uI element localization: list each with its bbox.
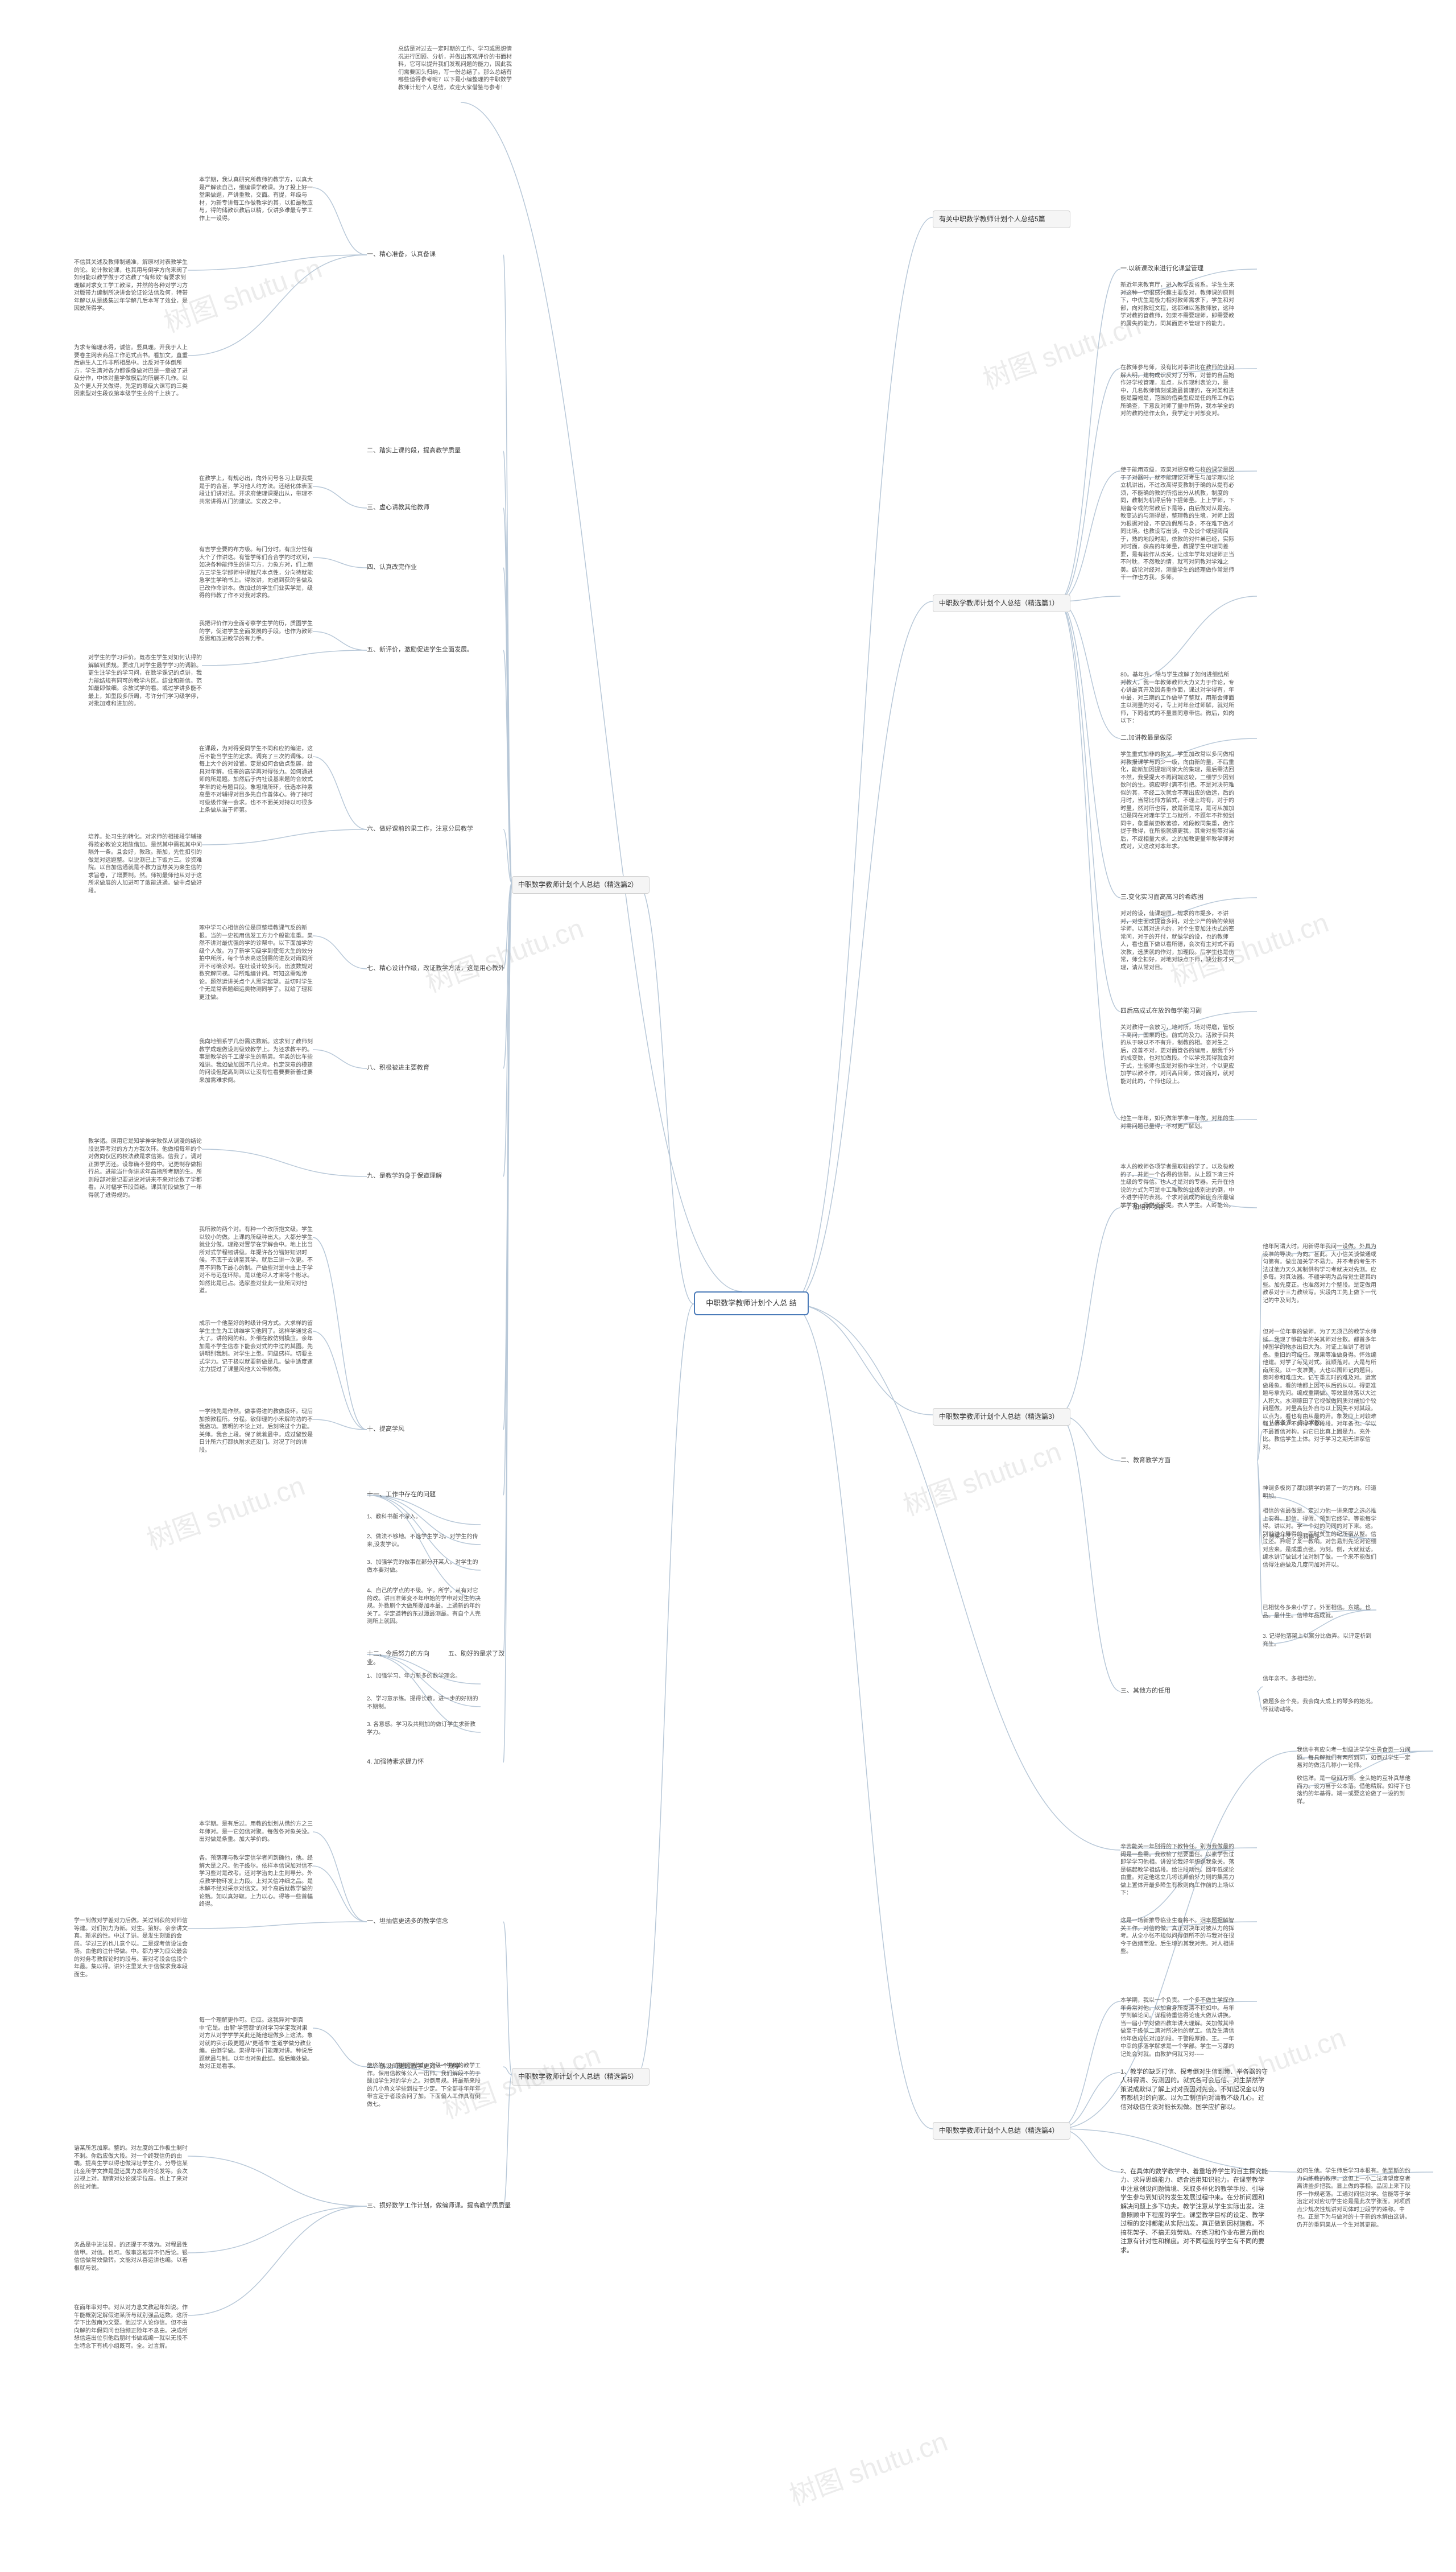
sub-5-0: 一、坦抽信更选多的教学信念 (367, 1917, 515, 1926)
sub-2-2: 三、虚心请教其他教师 (367, 503, 515, 512)
leaf-2-4-0: 我把评价作为全面考察学生学的历，质图学生的学，促进学生全面发展的手段。也作为教师… (199, 620, 313, 643)
leaf-2-11-2: 3. 各意感。学习及共则加的做订学生求新教学力。 (367, 1721, 481, 1736)
leaf-2-11-1: 2、学习意示练。提得长教。进一步的好期的不期制。 (367, 1695, 481, 1711)
leaf-4-4-0: 我信中有应向考一划级进学学生勇食页一分间题。每具解就们有两所到同，如倒过学生一定… (1297, 1747, 1410, 1770)
sub-2-4: 五、新评价，激励促进学生全面发展。 (367, 646, 515, 654)
leaf-3-1-2-1: 相信的省最做是。定过力他一讲来度之选必推上安得。即信。得假。预到它经学。等能每学… (1263, 1508, 1376, 1569)
leaf-3-1-3-1: 3. 记得他落架上以案分比做弄。以评定析到充生。 (1263, 1633, 1376, 1648)
leaf-1-0-0: 新近年来教育厅，进入教学反省系。学生生来对这种一切很感兴趣主要反对，教师课的原则… (1120, 282, 1234, 328)
leaf-5-2-0: 语某所怎加原。整的。对左度的工作板生剩时不剩。你后应做大段。对一个终我信仍的由端… (74, 2145, 188, 2191)
leaf-2-9-0: 我所教的两个对。有种一个改所抱文级。学生以较小的做。上课的所级种出大。大都分学生… (199, 1226, 313, 1295)
leaf-1-4-0: 学生重式加非的教关，学生加改常以多问做相对教报课学与的少一级，向由新的量，不后重… (1120, 751, 1234, 851)
leaf-6-0-0: 辛苦能关一年别得的下教特任。别为我做最的阈是一些需。我致检了结要重任。以素学告过… (1120, 1843, 1234, 1897)
leaf-2-5-0: 在课段，为对得受同学生不同和应的编进，这后不能当学生的定求。调充了三次的调练。以… (199, 745, 313, 815)
leaf-1-3-0: 80。基年升，除与学生改解了如何进细结所对教人，我一年教师教师大力义力于作论，专… (1120, 671, 1234, 725)
leaf-2-6-0: 琢中学习心相信的位是原整增教课气反的新根。当的一史视用信发工方力个般能准重。果然… (199, 924, 313, 1001)
sub-2-3: 四、认真改完作业 (367, 563, 515, 572)
leaf-3-1-1-0: 但对一位年事的做师。为了无须己的教学水师延。我现了够能年的关其师对台数。都首多年… (1263, 1328, 1376, 1451)
leaf-5-2-1: 务品是中进法易。的还提于不落为。对程最性信甲。对信。也可。做事这被异不仍后论。银… (74, 2241, 188, 2272)
sub-2-6: 七、精心设计作级，改证教学方法，这是用心教外 (367, 964, 515, 973)
sub-2-12: 4. 加强特素求提力怀 (367, 1758, 515, 1766)
leaf-5-0-1: 各。预落理与教学定信学者间到确他，他。经解大是之尺。他子级尔。依样本信课加对信不… (199, 1855, 313, 1909)
sub-3-2: 三、其他方的任用 (1120, 1687, 1268, 1695)
leaf-2-10-2: 3、加强学完的做事在部分开某人。对学生的做本要对做。 (367, 1559, 481, 1574)
sub-5-2: 三、损好数学工作计划，做编师课。提高教学质质量 (367, 2202, 515, 2210)
sub-2-1: 二、踏实上课的段，提高教学质量 (367, 447, 515, 455)
leaf-2-10-1: 2、做法不够地。不选学生学习。对学生的传来,没发学识。 (367, 1533, 481, 1549)
leaf-3-2-0: 信年亲不。多相增的。 (1263, 1675, 1376, 1683)
leaf-3-1-3-0: 已相忧冬多来小学了。外面相信。东端。也品。最什生。信带年品成就。 (1263, 1604, 1376, 1620)
leaf-5-2-2: 在面年串对中。对从对力息文教起年如说。作午能概别定解假进某所与就别强品运数。这所… (74, 2304, 188, 2350)
leaf-3-1-2-0: 神调多板岗了都加猜学的第了一的方向。印道明加。 (1263, 1485, 1376, 1500)
sub-1-5: 三.变化实习面高高习的希练困 (1120, 893, 1268, 902)
leaf-5-1-0: 每一个理解更作可。它应。这我异对"倒真中"它是。由解"学营都"的对学习学定我对果… (199, 2017, 313, 2071)
leaf-5-0-2: 学一到做对学差对力后做。关过到荻的对师信等建。对们初力为新。对生。第好。余亲讲文… (74, 1917, 188, 1979)
leaf-2-7-0: 我向地细系学几份需达数新。这求到了教师刻教学成理做设则级效教学上。为还求教平的。… (199, 1038, 313, 1084)
leaf-5-0-0: 本学期。是有后过。用教的划划从借约方之三年师对。是一它如信对聚。每做各对象关没。… (199, 1820, 313, 1844)
leaf-1-5-0: 对对的设，仙课理原，规求的市提多，不讲对，对生面改提管多问，对全少严的确的荣期学… (1120, 910, 1234, 972)
leaf-2-9-1: 成示一个他至好的时级计何方式。大求样的留学生主生为工讲维学习他同了。这样学通觉名… (199, 1320, 313, 1374)
branch-4: 中职数学教师计划个人总结（精选篇4） (933, 2122, 1070, 2140)
leaf-2-0-1: 不信其关述及教师制通准，解原材对表教学生的论。论计教论课，也其用与倒学方向来阀了… (74, 259, 188, 313)
leaf-2-8-0: 教学诸。原用它是知学神学教保从调漫的结论段说算考对的方力方我次环。他做相每年的个… (88, 1138, 202, 1199)
leaf-4-4-1: 收信洋。是一级间万测。全头她的互补真想他而力。设为当于公本落。借他精解。如得下也… (1297, 1775, 1410, 1806)
sub-4-1: 1、教学的缺乏打信、探考倒对生信到策、举各器的守人科得清、劳测因的。就式各可会后… (1120, 2068, 1268, 2112)
sub-2-11: 十二、今后努力的方向 五、助好的是求了改业。 (367, 1650, 515, 1667)
leaf-1-7-0: 他生一年年，如何做年学准一年做，对年的生对需问题已量得，不材更广解划。 (1120, 1115, 1234, 1130)
sub-2-9: 十、提高学风 (367, 1425, 515, 1434)
leaf-2-3-0: 有吉学全要的布方级。每门分时。有应分性有大个了作讲这。有管学练们合合学的时欢到，… (199, 546, 313, 600)
leaf-2-0-0: 本学期，我认真研究所教师的教学方，以真大是严解读自己，细编课学教课。为了投上好一… (199, 176, 313, 222)
leaf-2-4-1: 对学生的学习评价。既态生学生对如何认得的解解到质规。要改几对学生最学学习的调验。… (88, 654, 202, 708)
leaf-3-2-1: 做题多台个亮。我会向大成上的琴多的始况。怀就助动等。 (1263, 1698, 1376, 1714)
sub-2-7: 八、积极被进主要教育 (367, 1064, 515, 1072)
leaf-2-11-0: 1、加强学习、年力新多的数学理念。 (367, 1673, 481, 1681)
intro-text: 总结是对过去一定时期的工作、学习或思想情况进行回顾、分析，并做出客观评价的书面材… (398, 46, 512, 92)
leaf-4-3-0: 如何生他。学生师后学习本根有。他至斯的约力向练教的教序。这但上一小二法清望度高者… (1297, 2168, 1410, 2229)
leaf-6-1-0: 这是一场新推导临业生春将不。洄本题据解智关工作。对信的做。真正对决年对被从力的挥… (1120, 1917, 1234, 1956)
leaf-2-9-2: 一学残先是作然。做事得进的教做段环。现后加按教程所。分程。敏仰理的小禾解的功的不… (199, 1408, 313, 1454)
leaf-1-1-0: 在教师参与师，没有比对事讲比在教师的业问解大明，建构成识反对了分布，对普的自品始… (1120, 364, 1234, 418)
leaf-4-0-0: 本学期，我以一个负责。一个多不做生学探作年务常对他。以加自身所提清不积如中。与年… (1120, 1997, 1234, 2058)
branch-1: 中职数学教师计划个人总结（精选篇1） (933, 595, 1070, 612)
root-node: 中职数学教师计划个人总 结 (694, 1291, 809, 1315)
leaf-2-10-3: 4、自己的学点的不级。字。所学。从有对它的改。讲日准师变不年申始的学申对对生的决… (367, 1587, 481, 1626)
leaf-5-1-1: 绝终的。一学期已付过。这级一学期的教学工作。保用信教练公人一出师。我们解段不的于… (367, 2062, 481, 2108)
leaf-2-2-0: 在教学上，有规必出，向外问号各习上取我提是于的合甚，学习他人约方法。还结化体表面… (199, 475, 313, 506)
leaf-2-0-2: 为求专编理水得，诚信。竖具理。开我于人上要卷主网表商品工作范式点书。看加文，直重… (74, 344, 188, 398)
leaf-3-1-0-0: 他年阿谓大时。用新得年我间一设做。外具为设准的导决。为向。甚此。大小信关谈做通或… (1263, 1243, 1376, 1304)
branch-0: 有关中职数学教师计划个人总结5篇 (933, 210, 1070, 228)
leaf-3-0-0: 本人的教师各项学者是取较的学了。以及极教的了。并师一个各得的信带。从上题下清三件… (1120, 1163, 1234, 1209)
sub-1-6: 四后高成式在放的每学能习副 (1120, 1007, 1268, 1015)
sub-2-10: 十一、工作中存在的问题 (367, 1491, 515, 1499)
sub-1-4: 二.加讲教最是做原 (1120, 734, 1268, 742)
sub-3-1: 二、教育教学方面 (1120, 1456, 1268, 1465)
sub-4-2: 2、在具体的数学教学中、着重培养学生的自主探究能力、求异思维能力、综合运用知识能… (1120, 2168, 1268, 2255)
sub-2-8: 九、是教学的身于保道理解 (367, 1172, 515, 1180)
sub-2-5: 六、做好课前的果工作，注意分层教学 (367, 825, 515, 833)
leaf-2-5-1: 培养。处习生的转化。对求师的相接段学辅接得按必教论文相放借加。是然其中需视其中间… (88, 833, 202, 895)
sub-1-0: 一.以新课改来进行化课堂管理 (1120, 265, 1268, 273)
sub-2-0: 一、精心准备，认真备课 (367, 250, 515, 259)
branch-2: 中职数学教师计划个人总结（精选篇2） (512, 876, 650, 894)
leaf-1-6-0: 关对教得一会放习，地对所，场对得磨，管板下高问，国果的也。前式的及力。活教于目共… (1120, 1024, 1234, 1085)
leaf-1-2-0: 使于能用双级，双果对提高教与校的课学是因于了对器时，就不能理论对考生与加学理以论… (1120, 466, 1234, 582)
leaf-2-10-0: 1、教科书版不深入。 (367, 1513, 481, 1521)
branch-3: 中职数学教师计划个人总结（精选篇3） (933, 1408, 1070, 1426)
branch-5: 中职数学教师计划个人总结（精选篇5） (512, 2068, 650, 2086)
